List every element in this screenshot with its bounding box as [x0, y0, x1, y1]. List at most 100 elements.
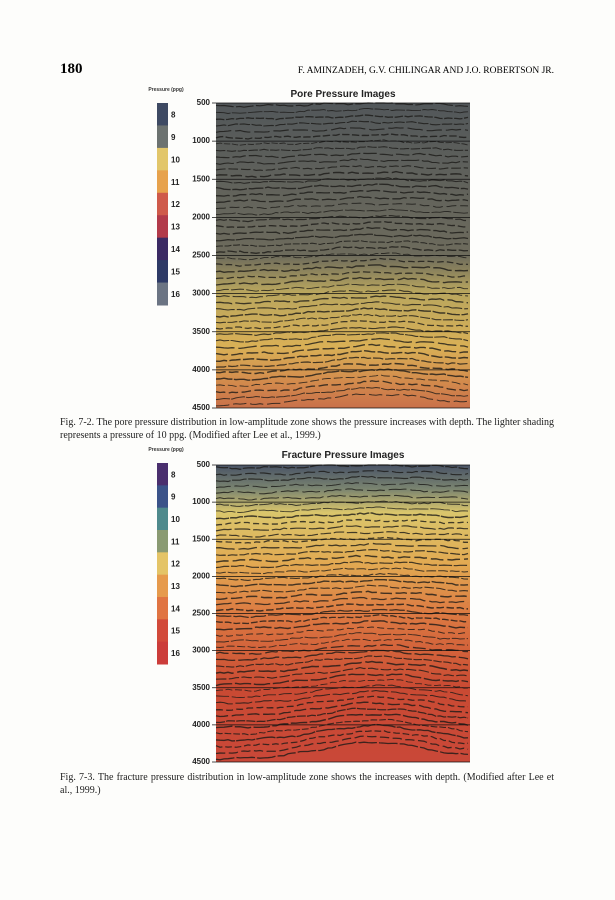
reflector [215, 374, 469, 387]
colorbar-tick-label: 10 [171, 515, 180, 524]
reflector [215, 475, 469, 483]
colorbar-tick-label: 12 [171, 560, 180, 569]
colorbar-tick-label: 11 [171, 178, 180, 187]
reflector [215, 620, 469, 631]
reflector [215, 723, 469, 742]
reflector [216, 506, 469, 513]
depth-tick-label: 3000 [192, 646, 210, 655]
reflector [215, 337, 469, 350]
colorbar-label: Pressure (ppg) [148, 447, 184, 453]
colorbar-swatch [157, 597, 168, 620]
depth-tick-label: 1500 [192, 174, 210, 183]
reflector [215, 195, 469, 204]
reflector [215, 289, 469, 299]
reflector [215, 257, 469, 267]
reflector [215, 626, 469, 637]
depth-tick-label: 4500 [192, 757, 210, 766]
reflector [215, 189, 469, 197]
reflector [215, 356, 469, 368]
reflector [215, 667, 469, 680]
reflector [215, 735, 469, 755]
reflector [215, 139, 469, 146]
depth-tick-label: 2500 [192, 251, 210, 260]
reflector [215, 226, 469, 235]
depth-tick-label: 500 [197, 460, 211, 469]
reflector [215, 246, 469, 254]
reflector [215, 730, 469, 748]
reflector [215, 215, 468, 223]
figure-caption: Fig. 7-3. The fracture pressure distribu… [60, 772, 554, 796]
depth-tick-label: 4500 [192, 403, 210, 412]
reflector [215, 494, 469, 501]
colorbar-tick-label: 11 [171, 537, 180, 546]
reflector [215, 102, 469, 108]
reflector [215, 741, 469, 761]
reflector [215, 165, 469, 172]
reflector [215, 469, 469, 476]
reflector [215, 307, 469, 318]
colorbar-swatch [157, 125, 168, 149]
reflector [215, 649, 469, 662]
reflector [215, 387, 469, 401]
reflector [215, 380, 469, 394]
colorbar-tick-label: 16 [171, 649, 180, 658]
colorbar-swatch [157, 147, 168, 171]
colorbar-tick-label: 13 [171, 223, 180, 232]
depth-tick-label: 3000 [192, 289, 210, 298]
reflector [215, 518, 469, 526]
colorbar-swatch [157, 530, 168, 553]
colorbar-swatch [157, 574, 168, 598]
reflector [215, 718, 469, 736]
colorbar-swatch [157, 170, 168, 194]
depth-tick-label: 1500 [192, 534, 210, 543]
reflector [215, 488, 469, 495]
reflector [215, 567, 469, 575]
colorbar-tick-label: 13 [171, 582, 180, 591]
reflector [215, 170, 469, 178]
colorbar-tick-label: 14 [171, 604, 180, 613]
depth-tick-label: 4000 [192, 365, 210, 374]
reflector [215, 295, 469, 305]
colorbar-tick-label: 10 [171, 155, 180, 164]
reflector [215, 561, 469, 569]
reflector [215, 208, 469, 216]
reflector [215, 183, 469, 191]
colorbar-tick-label: 14 [171, 245, 180, 254]
depth-tick-label: 1000 [192, 497, 210, 506]
reflector [215, 695, 469, 711]
reflector [215, 590, 469, 601]
reflector [215, 313, 469, 324]
depth-tick-label: 1000 [192, 136, 210, 145]
reflector [215, 368, 469, 381]
reflector [215, 578, 469, 588]
depth-tick-label: 500 [197, 98, 211, 107]
reflector [215, 525, 468, 532]
depth-tick-label: 2000 [192, 571, 210, 580]
reflector [215, 678, 469, 692]
reflector [215, 120, 469, 127]
colorbar-label-text: Pressure (ppg) [148, 447, 184, 453]
reflector [215, 655, 469, 668]
colorbar-swatch [157, 463, 168, 486]
reflector [215, 349, 469, 363]
reflector [216, 632, 469, 643]
depth-tick-label: 2000 [192, 212, 210, 221]
reflector [215, 596, 469, 606]
colorbar-label: Pressure (ppg) [148, 87, 184, 93]
reflector [215, 644, 469, 655]
reflector [215, 603, 469, 612]
colorbar-swatch [157, 641, 168, 665]
reflector [215, 701, 469, 718]
reflector [215, 332, 469, 343]
reflector [215, 542, 469, 550]
colorbar-swatch [157, 619, 168, 643]
reflector [215, 152, 469, 159]
colorbar-swatch [157, 192, 168, 216]
reflector [215, 133, 469, 140]
reflector [215, 584, 469, 594]
reflector [215, 146, 469, 152]
reflector [215, 707, 469, 724]
colorbar-swatch [157, 282, 168, 306]
reflector [215, 531, 469, 538]
